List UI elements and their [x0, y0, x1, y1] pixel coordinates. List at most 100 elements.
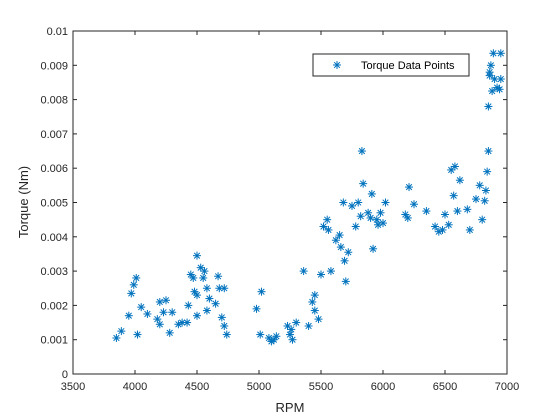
data-point: [288, 335, 297, 344]
plot-area: [73, 31, 507, 374]
data-point: [357, 147, 366, 156]
data-point: [220, 321, 229, 330]
data-point: [143, 309, 152, 318]
data-point: [431, 222, 440, 231]
data-point: [405, 183, 414, 192]
data-point: [217, 313, 226, 322]
data-point: [401, 210, 410, 219]
legend-box: [312, 53, 470, 77]
data-point: [483, 167, 492, 176]
data-point: [326, 267, 335, 276]
x-axis-title: RPM: [276, 400, 305, 415]
data-point: [200, 267, 209, 276]
x-tick-label: 5000: [247, 381, 271, 393]
data-point: [481, 186, 490, 195]
data-point: [341, 277, 350, 286]
data-point: [272, 332, 281, 341]
data-point: [133, 330, 142, 339]
data-point: [475, 181, 484, 190]
legend-asterisk-icon: [333, 61, 341, 69]
data-point: [314, 315, 323, 324]
data-point: [222, 330, 231, 339]
data-point: [356, 212, 365, 221]
data-point: [193, 291, 201, 300]
data-point: [478, 215, 487, 224]
data-point: [324, 225, 333, 234]
data-point: [199, 273, 208, 282]
data-point: [422, 207, 431, 216]
data-point: [354, 198, 363, 207]
x-tick-label: 5500: [309, 381, 333, 393]
data-point: [308, 297, 317, 306]
data-point: [168, 308, 177, 317]
data-point: [486, 61, 495, 70]
data-point: [193, 251, 201, 260]
data-point: [323, 215, 332, 224]
y-axis-title: Torque (Nm): [16, 166, 31, 238]
y-tick-label: 0.003: [40, 266, 68, 278]
data-point: [480, 196, 489, 205]
data-point: [184, 301, 193, 310]
data-point: [165, 328, 174, 337]
data-point: [304, 321, 313, 330]
y-tick-label: 0.01: [47, 26, 68, 38]
data-point: [490, 75, 499, 84]
data-point: [193, 311, 201, 320]
y-tick-label: 0.005: [40, 198, 68, 210]
data-point: [340, 256, 349, 265]
data-point: [202, 306, 211, 315]
y-tick-label: 0.007: [40, 129, 68, 141]
y-tick-label: 0.004: [40, 232, 68, 244]
x-axis-ticks: 3500 4000 4500 5000 5500 6000 6500 7000: [61, 31, 519, 393]
y-tick-label: 0.002: [40, 300, 68, 312]
data-point: [310, 291, 319, 300]
data-point: [112, 333, 121, 342]
data-point: [162, 296, 170, 305]
data-point: [369, 244, 378, 253]
data-point: [155, 297, 164, 306]
data-point: [220, 284, 229, 293]
data-point: [269, 335, 278, 344]
x-tick-label: 6000: [371, 381, 395, 393]
y-tick-label: 0.006: [40, 163, 68, 175]
data-point: [129, 280, 138, 289]
data-point: [367, 189, 376, 198]
data-point: [287, 325, 296, 334]
data-point: [132, 273, 141, 282]
axes: 3500 4000 4500 5000 5500 6000 6500 7000 00.0010…: [40, 26, 519, 393]
data-point: [372, 215, 381, 224]
x-tick-label: 3500: [61, 381, 85, 393]
data-point: [366, 213, 375, 222]
data-point: [381, 198, 390, 207]
data-point: [441, 210, 449, 219]
data-point: [344, 248, 353, 257]
legend-marker: [333, 61, 341, 69]
data-point: [453, 207, 462, 216]
data-point: [117, 327, 126, 336]
data-point: [299, 267, 308, 276]
data-point: [351, 222, 360, 231]
data-point: [317, 270, 325, 279]
x-tick-label: 4000: [123, 381, 147, 393]
data-point: [159, 308, 168, 317]
x-tick-label: 6500: [433, 381, 457, 393]
data-point: [331, 236, 340, 245]
data-point: [155, 320, 164, 329]
data-point: [257, 287, 266, 296]
data-point: [465, 225, 474, 234]
data-point: [189, 273, 198, 282]
data-point: [463, 205, 472, 214]
data-point: [335, 231, 344, 240]
data-point: [336, 243, 345, 252]
data-point: [450, 162, 459, 171]
data-point: [211, 299, 220, 308]
y-axis-ticks: 0 0.001 0.002 0.003 0.004 0.005 0.006 0.007 0.00…: [40, 26, 507, 381]
data-point: [403, 213, 412, 222]
data-point: [472, 195, 480, 204]
data-point: [359, 179, 368, 188]
data-point: [484, 102, 493, 111]
data-point: [496, 49, 505, 58]
x-tick-label: 7000: [495, 381, 519, 393]
data-point: [444, 220, 453, 229]
data-point: [137, 303, 146, 312]
